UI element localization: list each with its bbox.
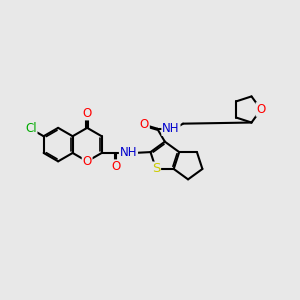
Text: NH: NH bbox=[162, 122, 180, 135]
Text: S: S bbox=[152, 163, 160, 176]
Text: O: O bbox=[140, 118, 149, 131]
Text: O: O bbox=[82, 155, 92, 168]
Text: NH: NH bbox=[120, 146, 137, 160]
Text: Cl: Cl bbox=[25, 122, 37, 135]
Text: O: O bbox=[82, 106, 92, 120]
Text: O: O bbox=[112, 160, 121, 173]
Text: O: O bbox=[256, 103, 266, 116]
